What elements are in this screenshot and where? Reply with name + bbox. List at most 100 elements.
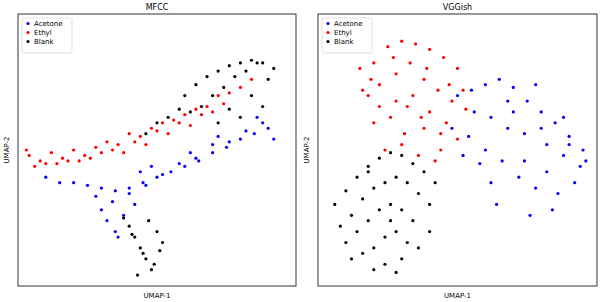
point xyxy=(66,159,69,162)
point xyxy=(217,121,220,124)
point xyxy=(25,148,28,151)
point xyxy=(142,252,145,255)
point xyxy=(50,151,53,154)
point xyxy=(136,274,139,277)
point xyxy=(128,132,131,135)
point xyxy=(361,197,364,200)
point xyxy=(395,72,398,75)
legend-box xyxy=(322,18,372,53)
point xyxy=(448,83,451,86)
point xyxy=(128,225,131,228)
point xyxy=(456,94,459,97)
point xyxy=(150,165,153,168)
point xyxy=(445,121,448,124)
point xyxy=(194,83,197,86)
point xyxy=(105,140,108,143)
point xyxy=(450,127,453,130)
point xyxy=(205,75,208,78)
point xyxy=(147,219,150,222)
point xyxy=(178,121,181,124)
point xyxy=(211,94,214,97)
point xyxy=(372,186,375,189)
point xyxy=(144,132,147,135)
legend: AcetoneEthylBlank xyxy=(22,18,72,53)
point xyxy=(355,230,358,233)
point xyxy=(434,181,437,184)
point xyxy=(378,157,381,160)
point xyxy=(114,230,117,233)
point xyxy=(395,230,398,233)
legend-marker xyxy=(326,40,329,43)
panel: VGGishUMAP-1UMAP-2AcetoneEthylBlank xyxy=(303,3,597,300)
legend: AcetoneEthylBlank xyxy=(322,18,372,53)
point xyxy=(420,116,423,119)
point xyxy=(417,154,420,157)
point xyxy=(400,143,403,146)
point xyxy=(512,110,515,113)
point xyxy=(523,132,526,135)
point xyxy=(72,181,75,184)
point xyxy=(556,192,559,195)
point xyxy=(100,208,103,211)
point xyxy=(158,249,161,252)
point xyxy=(456,67,459,70)
point xyxy=(414,42,417,45)
point xyxy=(417,246,420,249)
point xyxy=(217,94,220,97)
point xyxy=(383,181,386,184)
point xyxy=(568,143,571,146)
point xyxy=(395,99,398,102)
point xyxy=(142,181,145,184)
point xyxy=(434,159,437,162)
point xyxy=(406,105,409,108)
point xyxy=(498,78,501,81)
point xyxy=(267,78,270,81)
point xyxy=(161,241,164,244)
point xyxy=(239,61,242,64)
point xyxy=(389,116,392,119)
point xyxy=(155,129,158,132)
point xyxy=(411,162,414,165)
legend-marker xyxy=(326,31,329,34)
point xyxy=(189,124,192,127)
point xyxy=(183,94,186,97)
point xyxy=(58,181,61,184)
point xyxy=(239,86,242,89)
point xyxy=(217,70,220,73)
point xyxy=(442,56,445,59)
point xyxy=(517,176,520,179)
point xyxy=(28,154,31,157)
point xyxy=(568,135,571,138)
point xyxy=(86,184,89,187)
point xyxy=(339,225,342,228)
y-axis-label: UMAP-2 xyxy=(3,137,11,164)
point xyxy=(386,45,389,48)
point xyxy=(439,148,442,151)
point xyxy=(89,157,92,160)
point xyxy=(545,143,548,146)
point xyxy=(183,165,186,168)
point xyxy=(378,208,381,211)
point xyxy=(253,132,256,135)
point xyxy=(155,230,158,233)
point xyxy=(155,121,158,124)
point xyxy=(44,176,47,179)
point xyxy=(562,116,565,119)
point xyxy=(222,86,225,89)
point xyxy=(94,195,97,198)
legend-label: Acetone xyxy=(334,20,363,28)
point xyxy=(528,214,531,217)
chart-canvas: MFCCUMAP-1UMAP-2AcetoneEthylBlankVGGishU… xyxy=(0,0,600,302)
point xyxy=(61,157,64,160)
point xyxy=(422,127,425,130)
point xyxy=(133,235,136,238)
point xyxy=(425,67,428,70)
legend-label: Ethyl xyxy=(334,29,352,37)
point xyxy=(111,148,114,151)
plot-frame xyxy=(318,14,597,286)
point xyxy=(367,219,370,222)
point xyxy=(400,208,403,211)
point xyxy=(422,78,425,81)
point xyxy=(205,105,208,108)
point xyxy=(272,67,275,70)
